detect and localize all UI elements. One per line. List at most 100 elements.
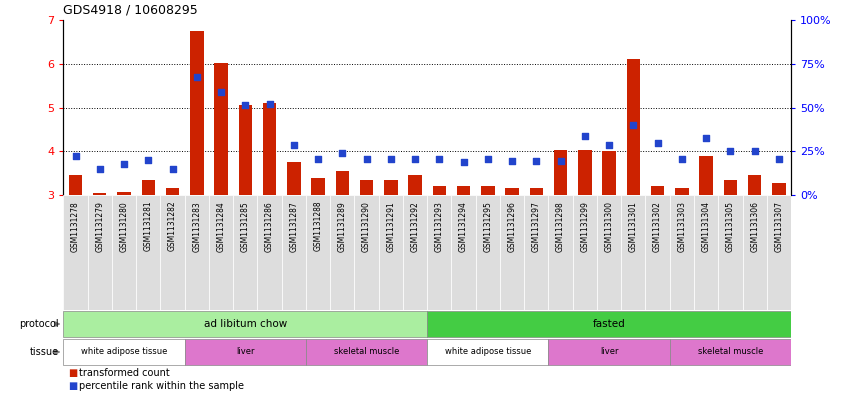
Bar — [166, 188, 179, 195]
Bar — [88, 195, 112, 310]
Point — [578, 133, 591, 139]
Text: GSM1131303: GSM1131303 — [678, 201, 686, 252]
Bar — [525, 195, 548, 310]
Point — [457, 159, 470, 165]
Bar — [306, 195, 330, 310]
Point — [772, 156, 786, 162]
Point — [239, 102, 252, 108]
Bar — [723, 180, 737, 195]
Bar — [69, 175, 82, 195]
Bar — [93, 193, 107, 195]
Point — [409, 156, 422, 162]
Bar — [118, 192, 131, 195]
Bar — [384, 180, 398, 195]
Bar — [743, 195, 766, 310]
Text: GSM1131279: GSM1131279 — [96, 201, 104, 252]
Bar — [403, 195, 427, 310]
Point — [748, 148, 761, 154]
Text: transformed count: transformed count — [79, 368, 169, 378]
Bar — [427, 311, 791, 336]
Bar — [675, 188, 689, 195]
Text: skeletal muscle: skeletal muscle — [698, 347, 763, 356]
Point — [384, 156, 398, 162]
Bar — [766, 195, 791, 310]
Bar — [263, 103, 277, 195]
Text: GSM1131304: GSM1131304 — [701, 201, 711, 252]
Bar — [602, 151, 616, 195]
Bar — [554, 151, 568, 195]
Text: GSM1131299: GSM1131299 — [580, 201, 590, 252]
Text: GSM1131287: GSM1131287 — [289, 201, 299, 252]
Bar — [427, 340, 548, 365]
Bar — [627, 59, 640, 195]
Text: GSM1131292: GSM1131292 — [410, 201, 420, 252]
Bar — [694, 195, 718, 310]
Bar — [141, 180, 155, 195]
Bar — [306, 340, 427, 365]
Point — [700, 135, 713, 141]
Text: white adipose tissue: white adipose tissue — [445, 347, 531, 356]
Bar — [63, 195, 88, 310]
Bar — [239, 105, 252, 195]
Bar — [190, 31, 204, 195]
Text: GSM1131295: GSM1131295 — [483, 201, 492, 252]
Bar — [354, 195, 379, 310]
Text: GSM1131306: GSM1131306 — [750, 201, 759, 252]
Point — [214, 89, 228, 95]
Bar — [63, 340, 184, 365]
Text: GSM1131302: GSM1131302 — [653, 201, 662, 252]
Point — [651, 140, 664, 146]
Bar — [63, 311, 427, 336]
Point — [481, 156, 495, 162]
Bar — [548, 195, 573, 310]
Bar — [645, 195, 670, 310]
Point — [723, 148, 737, 154]
Text: GSM1131278: GSM1131278 — [71, 201, 80, 252]
Bar — [136, 195, 161, 310]
Text: GSM1131286: GSM1131286 — [265, 201, 274, 252]
Text: GSM1131282: GSM1131282 — [168, 201, 177, 252]
Text: GSM1131307: GSM1131307 — [774, 201, 783, 252]
Text: GSM1131294: GSM1131294 — [459, 201, 468, 252]
Bar — [257, 195, 282, 310]
Point — [166, 165, 179, 172]
Bar — [287, 162, 300, 195]
Text: protocol: protocol — [19, 319, 59, 329]
Text: liver: liver — [600, 347, 618, 356]
Text: white adipose tissue: white adipose tissue — [81, 347, 168, 356]
Bar — [718, 195, 743, 310]
Bar — [311, 178, 325, 195]
Point — [602, 141, 616, 148]
Bar — [432, 186, 446, 195]
Text: GSM1131300: GSM1131300 — [605, 201, 613, 252]
Bar — [500, 195, 525, 310]
Text: skeletal muscle: skeletal muscle — [334, 347, 399, 356]
Point — [69, 152, 82, 159]
Text: GSM1131298: GSM1131298 — [556, 201, 565, 252]
Bar — [184, 340, 306, 365]
Bar — [573, 195, 597, 310]
Text: GSM1131284: GSM1131284 — [217, 201, 226, 252]
Text: GSM1131290: GSM1131290 — [362, 201, 371, 252]
Text: GSM1131280: GSM1131280 — [119, 201, 129, 252]
Bar — [409, 175, 422, 195]
Point — [675, 156, 689, 162]
Bar — [651, 186, 664, 195]
Bar — [282, 195, 306, 310]
Bar — [457, 186, 470, 195]
Text: GSM1131296: GSM1131296 — [508, 201, 517, 252]
Text: GSM1131293: GSM1131293 — [435, 201, 444, 252]
Bar — [112, 195, 136, 310]
Bar — [427, 195, 452, 310]
Text: GSM1131289: GSM1131289 — [338, 201, 347, 252]
Bar — [336, 171, 349, 195]
Bar — [161, 195, 184, 310]
Bar — [360, 180, 373, 195]
Point — [93, 165, 107, 172]
Point — [336, 149, 349, 156]
Bar — [184, 195, 209, 310]
Text: liver: liver — [236, 347, 255, 356]
Bar — [578, 151, 591, 195]
Text: ■: ■ — [68, 368, 77, 378]
Bar — [214, 63, 228, 195]
